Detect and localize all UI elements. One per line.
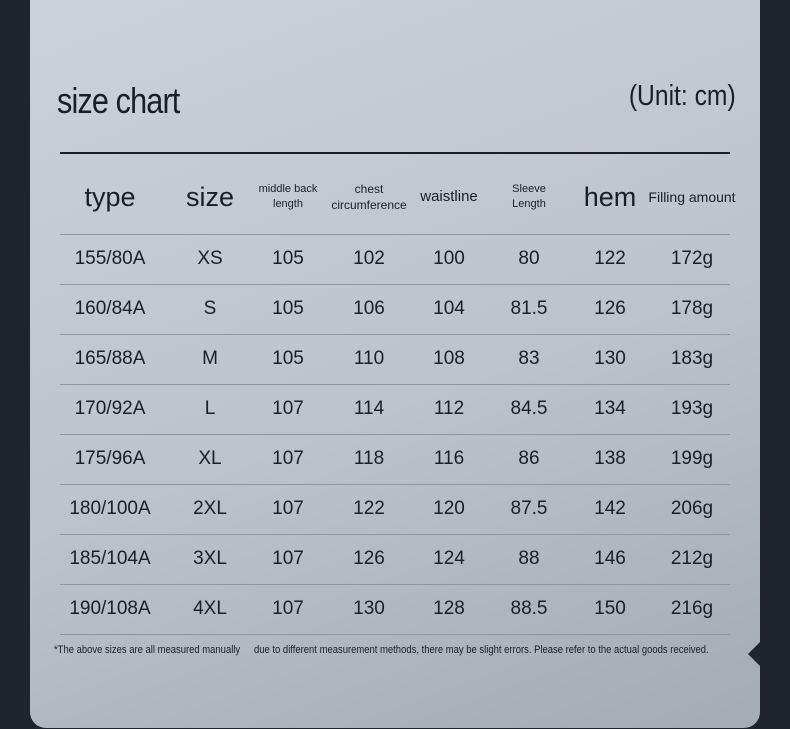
table-cell: 100 xyxy=(433,248,465,269)
table-cell: 124 xyxy=(433,548,465,569)
table-cell: 88 xyxy=(518,548,540,569)
table-cell: 199g xyxy=(670,448,714,469)
table-cell: 142 xyxy=(594,498,626,519)
unit: (Unit: cm) xyxy=(629,80,736,112)
table-cell: 146 xyxy=(594,548,626,569)
table-cell: 190/108A xyxy=(69,598,151,619)
table-cell: 112 xyxy=(433,398,465,419)
footnote: due to different measurement methods, th… xyxy=(254,644,709,656)
table-cell: 212g xyxy=(670,548,714,569)
table-cell: 180/100A xyxy=(69,498,151,519)
table-cell: 110 xyxy=(353,348,385,369)
table-cell: 216g xyxy=(670,598,714,619)
table-cell: 105 xyxy=(272,248,304,269)
table-cell: 105 xyxy=(272,348,304,369)
row-separator xyxy=(60,234,730,235)
table-cell: 107 xyxy=(272,448,304,469)
table-cell: 106 xyxy=(353,298,385,319)
table-cell: 107 xyxy=(272,548,304,569)
table-cell: 126 xyxy=(353,548,385,569)
row-separator xyxy=(60,484,730,485)
table-cell: 84.5 xyxy=(510,398,548,419)
table-cell: 183g xyxy=(670,348,714,369)
header-cell: chest circumference xyxy=(331,181,407,212)
table-cell: 122 xyxy=(353,498,385,519)
table-cell: 118 xyxy=(353,448,385,469)
header-cell: Filling amount xyxy=(648,188,736,205)
table-cell: 116 xyxy=(433,448,465,469)
table-cell: 107 xyxy=(272,398,304,419)
header-cell: hem xyxy=(583,181,637,212)
table-cell: 193g xyxy=(670,398,714,419)
table-cell: 128 xyxy=(433,598,465,619)
table-cell: 104 xyxy=(433,298,465,319)
nav-arrow[interactable] xyxy=(748,640,762,668)
table-cell: 150 xyxy=(594,598,626,619)
header-cell: size xyxy=(185,181,234,212)
table-cell: 172g xyxy=(670,248,714,269)
table-cell: 130 xyxy=(353,598,385,619)
table-cell: 105 xyxy=(272,298,304,319)
table-cell: 155/80A xyxy=(74,248,146,269)
row-separator xyxy=(60,434,730,435)
title: size chart xyxy=(57,80,180,121)
table-cell: 107 xyxy=(272,498,304,519)
table-cell: 165/88A xyxy=(74,348,146,369)
table-cell: 2XL xyxy=(193,498,227,519)
table-cell: 88.5 xyxy=(510,598,548,619)
table-cell: M xyxy=(202,348,218,369)
table-cell: 126 xyxy=(594,298,626,319)
table-cell: 130 xyxy=(594,348,626,369)
row-separator xyxy=(60,334,730,335)
row-separator xyxy=(60,534,730,535)
header-cell: Sleeve Length xyxy=(512,183,546,210)
table-cell: 102 xyxy=(353,248,385,269)
header-rule xyxy=(60,152,730,154)
header-cell: middle back length xyxy=(258,183,318,210)
row-separator xyxy=(60,384,730,385)
table-cell: 81.5 xyxy=(510,298,548,319)
table-cell: XS xyxy=(197,248,223,269)
table-cell: 178g xyxy=(670,298,714,319)
table-cell: 114 xyxy=(353,398,385,419)
table-cell: 108 xyxy=(433,348,465,369)
table-cell: S xyxy=(203,298,217,319)
footnote: *The above sizes are all measured manual… xyxy=(54,644,241,656)
header-cell: type xyxy=(84,181,136,212)
table-cell: 83 xyxy=(518,348,540,369)
row-separator xyxy=(60,284,730,285)
table-cell: 107 xyxy=(272,598,304,619)
table-cell: 87.5 xyxy=(510,498,548,519)
table-cell: 80 xyxy=(518,248,540,269)
row-separator xyxy=(60,634,730,635)
header-cell: waistline xyxy=(420,187,478,205)
table-cell: 138 xyxy=(594,448,626,469)
table-cell: 185/104A xyxy=(69,548,151,569)
table-cell: 134 xyxy=(594,398,626,419)
table-cell: 175/96A xyxy=(74,448,146,469)
table-cell: 170/92A xyxy=(74,398,146,419)
table-cell: 206g xyxy=(670,498,714,519)
table-cell: 86 xyxy=(518,448,540,469)
table-cell: 122 xyxy=(594,248,626,269)
table-cell: 160/84A xyxy=(74,298,146,319)
size-chart-card: size chart (Unit: cm) type size middle bac… xyxy=(30,0,760,728)
table-cell: 3XL xyxy=(193,548,227,569)
table-cell: 4XL xyxy=(193,598,227,619)
table-cell: XL xyxy=(198,448,222,469)
row-separator xyxy=(60,584,730,585)
table-cell: L xyxy=(204,398,216,419)
table-cell: 120 xyxy=(433,498,465,519)
